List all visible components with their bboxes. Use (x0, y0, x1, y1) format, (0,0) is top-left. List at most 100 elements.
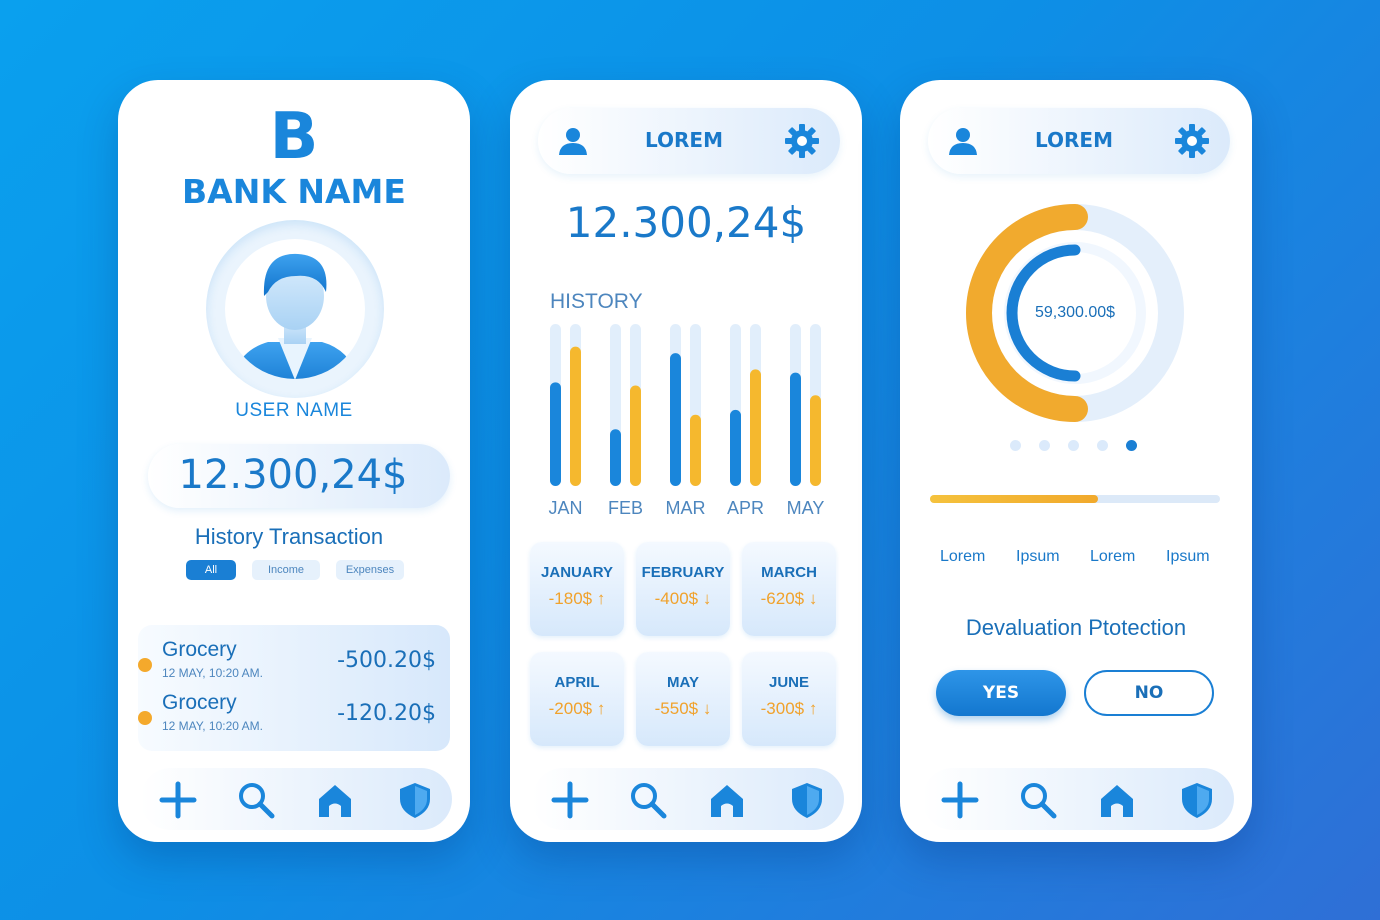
bar-feb-2 (630, 385, 641, 486)
header-bar: LOREM (538, 108, 840, 174)
month-value: -300$ ↑ (760, 699, 818, 718)
history-screen: LOREM 12.300,24$ HISTORY JAN FEB MAR APR MAY… (510, 80, 862, 842)
progress-bar (930, 495, 1220, 503)
label-item: Ipsum (1016, 548, 1060, 565)
shield-icon[interactable] (396, 781, 434, 819)
x-tick-label: MAY (787, 498, 825, 518)
header-bar: LOREM (928, 108, 1230, 174)
plus-icon[interactable] (159, 781, 197, 819)
progress-fill (930, 495, 1099, 503)
page-dot[interactable] (1097, 440, 1108, 451)
search-icon[interactable] (237, 781, 275, 819)
bank-profile-screen: B BANK NAME USER NAME 12 (118, 80, 470, 842)
arrow-up-icon: ↑ (596, 699, 606, 718)
search-icon[interactable] (1019, 781, 1057, 819)
avatar[interactable] (206, 220, 384, 398)
label-item: Lorem (940, 548, 986, 565)
header-title: LOREM (1035, 128, 1113, 152)
arrow-down-icon: ↓ (702, 699, 712, 718)
bottom-nav-bar (140, 768, 452, 830)
transaction-amount: -120.20$ (337, 701, 436, 726)
donut-inner-arc (1006, 244, 1081, 382)
user-avatar-icon (225, 239, 365, 379)
filter-income-tab[interactable]: Income (252, 560, 320, 580)
page-dot[interactable] (1068, 440, 1079, 451)
home-icon[interactable] (316, 781, 354, 819)
plus-icon[interactable] (551, 781, 589, 819)
transaction-item[interactable]: Grocery 12 MAY, 10:20 AM. -120.20$ (138, 691, 450, 741)
page-indicator[interactable] (1010, 440, 1142, 452)
user-icon[interactable] (948, 126, 978, 156)
search-icon[interactable] (629, 781, 667, 819)
month-value: -550$ ↓ (654, 699, 712, 718)
no-button[interactable]: NO (1084, 670, 1214, 716)
month-card-may[interactable]: MAY -550$ ↓ (636, 652, 730, 746)
bar-apr-2 (750, 369, 761, 486)
month-card-march[interactable]: MARCH -620$ ↓ (742, 542, 836, 636)
bar-jan-2 (570, 346, 581, 486)
devaluation-title: Devaluation Ptotection (965, 615, 1187, 640)
shield-icon[interactable] (788, 781, 826, 819)
balance-amount: 12.300,24$ (178, 452, 408, 498)
page-dot[interactable] (1039, 440, 1050, 451)
home-icon[interactable] (708, 781, 746, 819)
transaction-name: Grocery (162, 638, 237, 661)
month-label: FEBRUARY (641, 564, 725, 581)
bar-may-1 (790, 372, 801, 486)
transaction-date: 12 MAY, 10:20 AM. (162, 666, 263, 680)
bar-mar-2 (690, 414, 701, 486)
history-bar-chart: JAN FEB MAR APR MAY (548, 324, 825, 518)
yes-button[interactable]: YES (936, 670, 1066, 716)
header-title: LOREM (645, 128, 723, 152)
arrow-up-icon: ↑ (808, 699, 818, 718)
user-icon[interactable] (558, 126, 588, 156)
label-item: Lorem (1090, 548, 1136, 565)
transaction-name: Grocery (162, 691, 237, 714)
x-tick-label: FEB (608, 498, 643, 518)
history-label: HISTORY (550, 290, 643, 313)
arrow-up-icon: ↑ (596, 589, 606, 608)
x-tick-label: APR (727, 498, 764, 518)
arrow-down-icon: ↓ (808, 589, 818, 608)
bar-mar-1 (670, 353, 681, 486)
history-transaction-title: History Transaction (194, 524, 384, 549)
month-value: -620$ ↓ (760, 589, 818, 608)
month-label: MARCH (761, 564, 817, 581)
bar-jan-1 (550, 382, 561, 486)
page-dot[interactable] (1010, 440, 1021, 451)
bank-name: BANK NAME (182, 172, 406, 211)
month-value: -200$ ↑ (548, 699, 606, 718)
bullet-dot-icon (138, 711, 152, 725)
arrow-down-icon: ↓ (702, 589, 712, 608)
gear-icon[interactable] (784, 123, 820, 159)
plus-icon[interactable] (941, 781, 979, 819)
label-item: Ipsum (1166, 548, 1210, 565)
bullet-dot-icon (138, 658, 152, 672)
protection-screen: LOREM 59,300.00$ Lorem Ipsum Lorem Ipsum… (900, 80, 1252, 842)
page-dot[interactable] (1126, 440, 1137, 451)
x-tick-label: MAR (666, 498, 706, 518)
month-card-april[interactable]: APRIL -200$ ↑ (530, 652, 624, 746)
x-tick-label: JAN (548, 498, 582, 518)
bottom-nav-bar (922, 768, 1234, 830)
balance-amount: 12.300,24$ (565, 198, 807, 247)
balance-card: 12.300,24$ (148, 444, 450, 508)
month-value: -400$ ↓ (654, 589, 712, 608)
month-card-january[interactable]: JANUARY -180$ ↑ (530, 542, 624, 636)
bar-apr-1 (730, 409, 741, 486)
month-label: JANUARY (541, 564, 613, 581)
transaction-date: 12 MAY, 10:20 AM. (162, 719, 263, 733)
month-card-june[interactable]: JUNE -300$ ↑ (742, 652, 836, 746)
filter-expenses-tab[interactable]: Expenses (336, 560, 404, 580)
filter-all-tab[interactable]: All (186, 560, 236, 580)
home-icon[interactable] (1098, 781, 1136, 819)
bar-may-2 (810, 395, 821, 486)
transaction-amount: -500.20$ (337, 648, 436, 673)
transaction-item[interactable]: Grocery 12 MAY, 10:20 AM. -500.20$ (138, 638, 450, 688)
user-name: USER NAME (235, 400, 353, 421)
bar-feb-1 (610, 429, 621, 486)
month-label: JUNE (768, 674, 809, 691)
shield-icon[interactable] (1178, 781, 1216, 819)
gear-icon[interactable] (1174, 123, 1210, 159)
month-card-february[interactable]: FEBRUARY -400$ ↓ (636, 542, 730, 636)
